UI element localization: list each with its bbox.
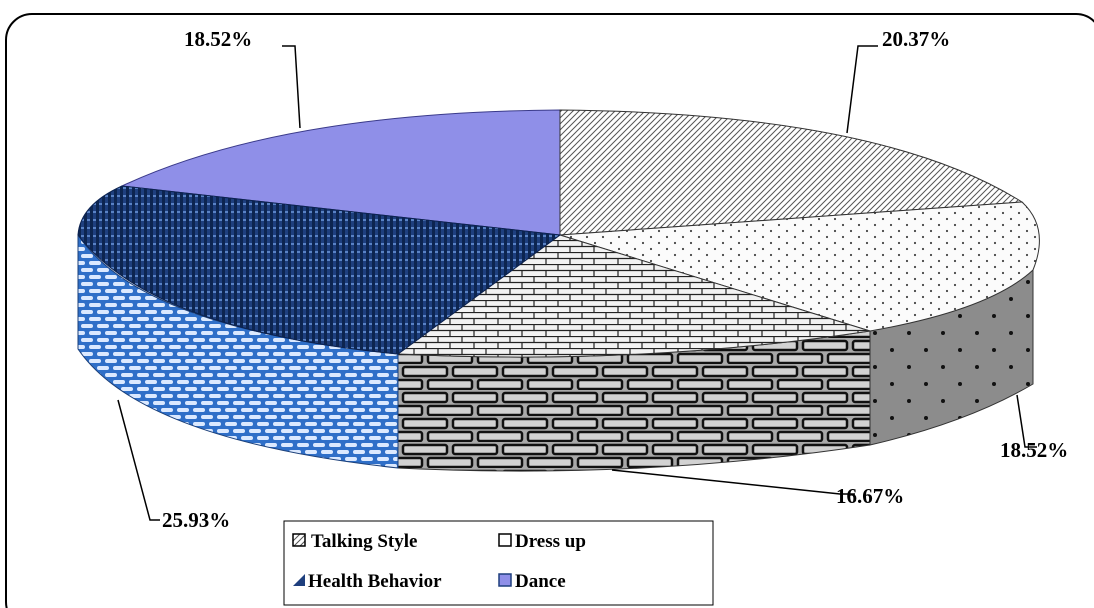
chart-border bbox=[5, 13, 1094, 608]
slice-health-behavior bbox=[77, 185, 562, 355]
slice-dance bbox=[120, 109, 561, 236]
legend-item-dance: Dance bbox=[498, 571, 566, 592]
slice-dress-up bbox=[559, 201, 1040, 332]
legend-item-dress-up: Dress up bbox=[498, 531, 586, 552]
svg-text:Talking Style: Talking Style bbox=[311, 531, 417, 552]
label-health-behavior: 25.93% bbox=[162, 508, 230, 532]
svg-text:Health Behavior: Health Behavior bbox=[308, 571, 442, 592]
leader-line-talking-style bbox=[846, 45, 878, 134]
leader-line-health-behavior bbox=[117, 399, 160, 521]
label-dress-up: 18.52% bbox=[1000, 438, 1068, 462]
legend: Talking Style Dress up Health Behavior D… bbox=[283, 520, 714, 606]
leader-line-dress-up bbox=[1016, 394, 1037, 448]
legend-item-talking-style: Talking Style bbox=[292, 531, 417, 552]
slice-3 bbox=[396, 234, 871, 358]
svg-text:Dress up: Dress up bbox=[515, 531, 586, 552]
svg-text:Dance: Dance bbox=[515, 571, 566, 592]
label-slice-3: 16.67% bbox=[836, 484, 904, 508]
legend-item-health-behavior: Health Behavior bbox=[293, 571, 442, 592]
side-wall-health-behavior bbox=[77, 233, 399, 469]
label-dance-top: 18.52% bbox=[184, 27, 252, 51]
leader-line-slice-3 bbox=[611, 469, 855, 495]
leader-line-dance-top bbox=[282, 45, 301, 129]
label-talking-style: 20.37% bbox=[882, 27, 950, 51]
slice-talking-style bbox=[559, 109, 1024, 236]
